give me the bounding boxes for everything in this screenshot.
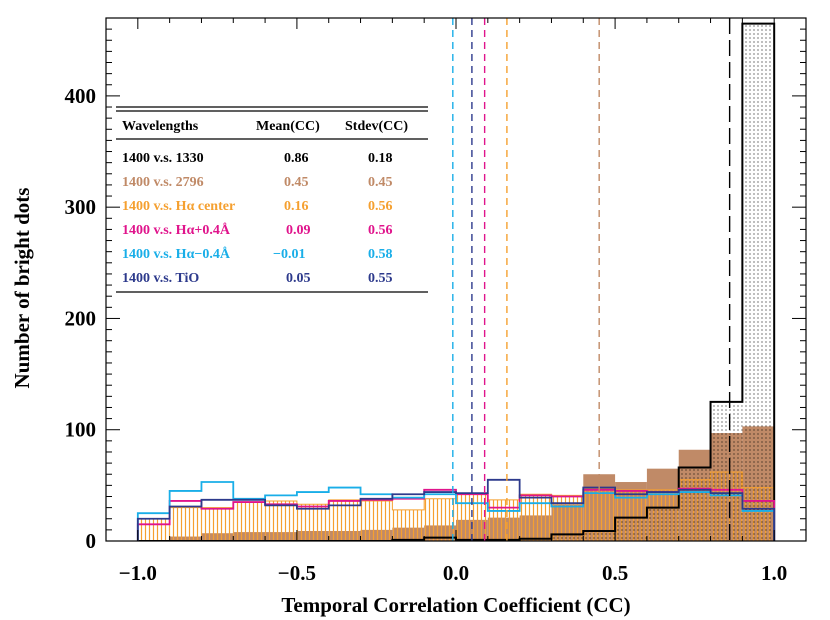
histogram-bar xyxy=(201,507,234,541)
table-row-stdev: 0.45 xyxy=(368,175,393,190)
x-tick-label: 0.5 xyxy=(602,561,628,585)
histogram-bar xyxy=(233,502,266,541)
table-row-mean: 0.09 xyxy=(286,223,311,238)
y-tick-label: 300 xyxy=(65,195,97,219)
histogram-bar xyxy=(137,518,170,541)
table-row-stdev: 0.58 xyxy=(368,247,393,262)
table-header-stdev: Stdev(CC) xyxy=(345,119,408,134)
y-axis-title: Number of bright dots xyxy=(10,188,34,389)
y-tick-label: 200 xyxy=(65,306,97,330)
y-tick-label: 400 xyxy=(65,84,97,108)
y-tick-label: 0 xyxy=(86,529,97,553)
table-row-mean: 0.45 xyxy=(284,175,309,190)
table-row-mean: 0.16 xyxy=(284,199,309,214)
x-tick-label: 1.0 xyxy=(761,561,787,585)
x-tick-label: −0.5 xyxy=(278,561,316,585)
x-tick-label: 0.0 xyxy=(443,561,469,585)
histogram-bar xyxy=(646,507,679,541)
histogram-bar xyxy=(360,500,393,541)
legend-table: Wavelengths Mean(CC) Stdev(CC) 1400 v.s.… xyxy=(116,106,428,293)
table-header-wavelengths: Wavelengths xyxy=(122,119,199,134)
series-5 xyxy=(136,478,776,541)
y-tick-label: 100 xyxy=(65,418,97,442)
histogram-bar xyxy=(742,23,775,541)
x-tick-label: −1.0 xyxy=(119,561,157,585)
table-header-mean: Mean(CC) xyxy=(256,119,320,134)
table-row-label: 1400 v.s. Hα−0.4Å xyxy=(122,246,231,262)
x-axis-title: Temporal Correlation Coefficient (CC) xyxy=(281,593,630,617)
histogram-bar xyxy=(678,467,711,541)
table-row-stdev: 0.56 xyxy=(368,223,393,238)
table-row-mean: 0.05 xyxy=(286,271,311,286)
histogram-bar xyxy=(487,499,520,541)
table-row-stdev: 0.56 xyxy=(368,199,393,214)
histogram-bar xyxy=(169,507,202,541)
table-row-label: 1400 v.s. TiO xyxy=(122,271,199,286)
table-row-mean: 0.86 xyxy=(284,151,309,166)
histogram-bar xyxy=(424,498,456,541)
histogram-bar xyxy=(296,504,329,541)
table-row-label: 1400 v.s. Hα center xyxy=(122,199,235,214)
table-row-stdev: 0.55 xyxy=(368,271,393,286)
histogram-bar xyxy=(424,537,456,541)
histogram-bar xyxy=(551,534,584,541)
histogram-bar xyxy=(328,499,361,541)
series-outline xyxy=(136,478,776,541)
table-row-label: 1400 v.s. 1330 xyxy=(122,151,204,166)
histogram-bar xyxy=(392,509,425,541)
histogram-bar xyxy=(615,517,647,541)
series-4 xyxy=(136,481,776,541)
histogram-bar xyxy=(710,401,743,541)
table-row-mean: −0.01 xyxy=(273,247,305,262)
table-row-label: 1400 v.s. Hα+0.4Å xyxy=(122,222,231,238)
series-outline xyxy=(136,481,776,541)
histogram-bar xyxy=(265,500,297,541)
table-row-label: 1400 v.s. 2796 xyxy=(122,175,204,190)
table-row-stdev: 0.18 xyxy=(368,151,393,166)
histogram-bar xyxy=(519,538,552,541)
histogram-bar xyxy=(519,494,552,541)
